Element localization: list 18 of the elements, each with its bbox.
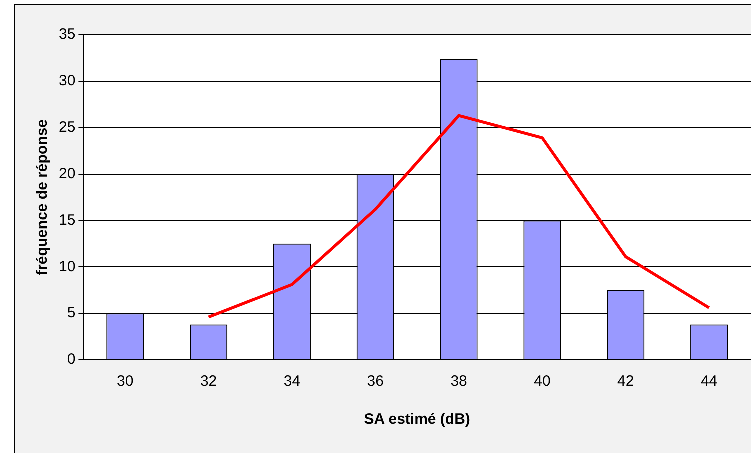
y-tick-label: 30 — [58, 72, 76, 90]
y-axis-title: fréquence de réponse — [34, 120, 52, 276]
x-tick-label: 42 — [618, 373, 634, 390]
x-tick-label: 44 — [700, 373, 718, 390]
x-tick-label: 38 — [450, 373, 468, 390]
y-tick-label: 0 — [67, 351, 76, 368]
x-tick-label: 32 — [200, 373, 218, 390]
y-tick-label: 25 — [58, 119, 76, 136]
x-tick-label: 30 — [117, 373, 134, 390]
y-tick-label: 15 — [58, 212, 76, 229]
y-tick-label: 20 — [58, 165, 76, 182]
x-tick-label: 34 — [284, 373, 301, 390]
x-axis-title: SA estimé (dB) — [364, 411, 470, 428]
x-tick-label: 40 — [534, 373, 551, 390]
y-tick-label: 10 — [58, 258, 76, 276]
y-tick-label: 35 — [58, 26, 76, 44]
x-tick-label: 36 — [367, 373, 384, 390]
y-tick-label: 5 — [67, 304, 76, 322]
